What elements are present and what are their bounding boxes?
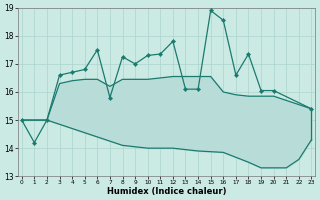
X-axis label: Humidex (Indice chaleur): Humidex (Indice chaleur) (107, 187, 226, 196)
